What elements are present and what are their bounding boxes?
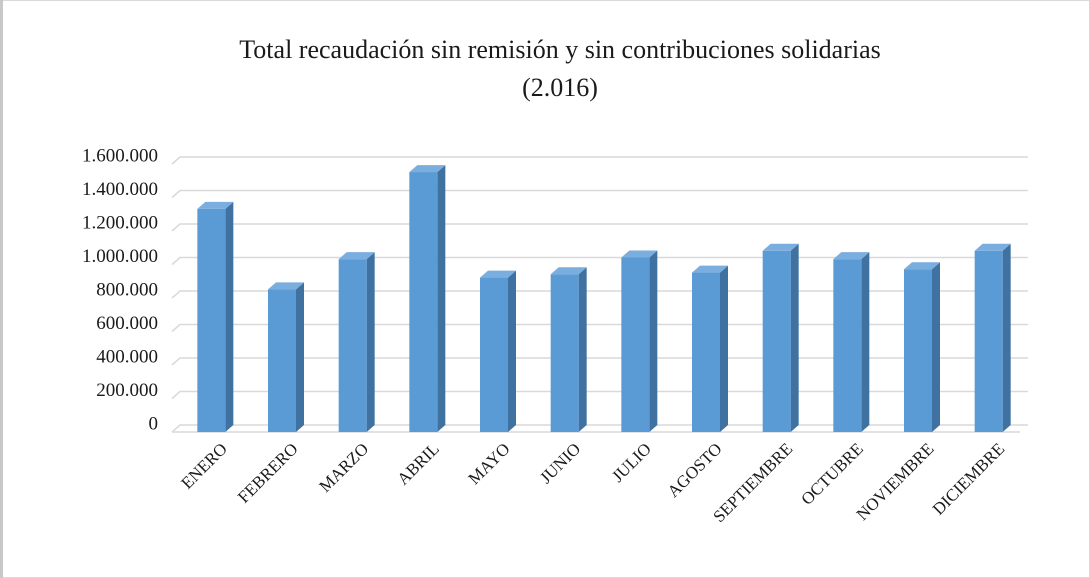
grid-line: [171, 290, 1028, 299]
bar-front: [833, 259, 862, 432]
bar-side: [296, 282, 304, 432]
bar-front: [268, 289, 296, 432]
bar: [833, 252, 870, 432]
chart-subtitle: (2.016): [522, 73, 598, 102]
y-tick-label: 1.600.000: [82, 145, 158, 166]
bar: [974, 243, 1011, 432]
y-tick-label: 1.000.000: [82, 246, 158, 267]
bar-side: [790, 243, 799, 432]
bar-side: [437, 165, 446, 432]
bar: [692, 265, 728, 432]
bar: [904, 262, 940, 432]
bar-top: [268, 282, 304, 290]
bar-side: [720, 265, 728, 432]
bar: [409, 165, 446, 432]
bar: [621, 250, 658, 432]
bar-front: [762, 250, 791, 432]
bar-top: [621, 250, 658, 258]
bar-side: [932, 262, 940, 432]
bar-side: [225, 201, 234, 432]
bar-top: [904, 262, 940, 270]
grid-line: [171, 323, 1028, 333]
bar-front: [338, 259, 367, 432]
bar-front: [904, 269, 932, 432]
bar: [268, 282, 304, 432]
bar-side: [366, 252, 375, 432]
bar: [550, 267, 587, 432]
bar-top: [762, 243, 799, 251]
bar-top: [974, 243, 1011, 251]
bar: [480, 270, 516, 432]
left-edge: [0, 0, 3, 578]
bar-side: [578, 267, 587, 432]
y-tick-label: 600.000: [96, 313, 158, 334]
grid-line: [171, 256, 1028, 266]
y-tick-label: 800.000: [96, 279, 158, 300]
bar-top: [692, 265, 728, 273]
y-tick-label: 0: [149, 413, 159, 434]
bar: [762, 243, 799, 432]
bar: [197, 201, 234, 432]
y-tick-label: 1.200.000: [82, 212, 158, 233]
bar-top: [338, 252, 375, 260]
bar-side: [861, 252, 870, 432]
bar-top: [833, 252, 870, 260]
grid-line: [171, 189, 1028, 199]
y-tick-label: 1.400.000: [82, 179, 158, 200]
grid-line: [171, 156, 1028, 165]
bar-top: [409, 165, 446, 173]
bar-front: [480, 277, 508, 432]
bar-side: [1002, 243, 1011, 432]
chart-title: Total recaudación sin remisión y sin con…: [239, 35, 881, 64]
y-tick-label: 200.000: [96, 380, 158, 401]
bar-side: [508, 270, 516, 432]
grid-line: [171, 357, 1028, 366]
bar-front: [974, 250, 1003, 432]
grid-line: [171, 424, 1028, 433]
bar-front: [197, 208, 226, 432]
bar-front: [621, 257, 650, 432]
bar-front: [692, 272, 720, 432]
bar-side: [649, 250, 658, 432]
grid-line: [171, 390, 1028, 400]
bar-front: [409, 172, 438, 432]
bar-front: [550, 274, 579, 432]
bar: [338, 252, 375, 432]
bar-top: [550, 267, 587, 275]
y-tick-label: 400.000: [96, 346, 158, 367]
bar-top: [197, 201, 234, 209]
grid-line: [171, 223, 1028, 232]
bar-top: [480, 270, 516, 278]
